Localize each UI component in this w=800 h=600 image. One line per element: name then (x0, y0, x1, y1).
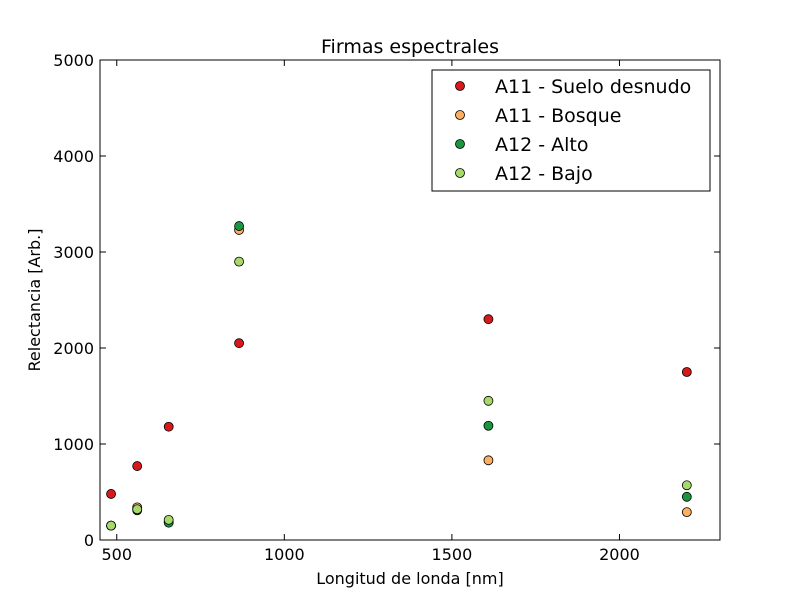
y-tick-label: 2000 (53, 339, 94, 358)
y-axis-label: Relectancia [Arb.] (25, 229, 44, 372)
x-tick-label: 1000 (264, 545, 305, 564)
data-point (234, 221, 244, 231)
plot-area: 500 1000 1500 2000 0 1000 2000 3000 4000 5000 A11 … (53, 51, 721, 564)
x-tick-label: 2000 (599, 545, 640, 564)
x-tick-label: 1500 (432, 545, 473, 564)
data-point (132, 504, 143, 515)
legend-marker (455, 110, 465, 120)
y-tick-label: 3000 (53, 243, 94, 262)
legend-label: A12 - Alto (495, 134, 588, 156)
data-point (681, 367, 692, 377)
data-point (681, 491, 692, 502)
y-tick-label: 0 (84, 531, 94, 550)
plot-frame (99, 59, 721, 541)
legend-label: A12 - Bajo (495, 163, 593, 185)
y-tick-label: 4000 (53, 147, 94, 166)
data-point (234, 256, 244, 267)
legend-marker (455, 139, 465, 149)
y-tick-label: 1000 (53, 435, 94, 454)
legend-label: A11 - Suelo desnudo (495, 76, 691, 98)
data-point (483, 455, 494, 466)
data-point (106, 520, 116, 531)
legend-label: A11 - Bosque (495, 105, 621, 127)
data-point (681, 507, 692, 518)
data-point (163, 514, 174, 525)
legend-marker (455, 168, 465, 178)
x-axis-label: Longitud de londa [nm] (316, 569, 504, 588)
data-point (483, 314, 494, 325)
data-point (234, 338, 244, 349)
data-point (106, 489, 116, 499)
y-tick-label: 5000 (53, 51, 94, 70)
data-point (483, 395, 494, 406)
data-point (681, 480, 692, 491)
data-point (483, 420, 494, 431)
chart-title: Firmas espectrales (321, 36, 499, 58)
data-point (132, 461, 143, 471)
legend-marker (455, 81, 465, 91)
x-tick-label: 500 (101, 545, 132, 564)
legend-box (431, 69, 711, 192)
data-point (163, 421, 174, 432)
